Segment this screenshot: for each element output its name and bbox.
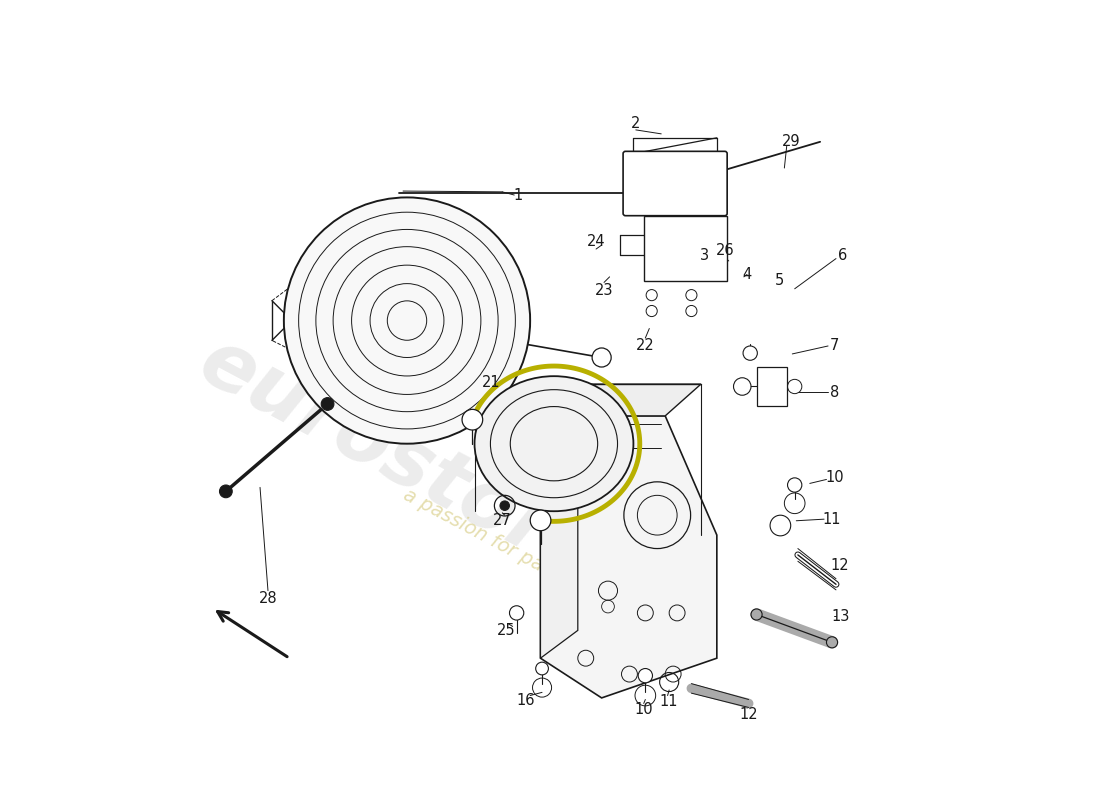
Text: 1: 1 — [514, 187, 522, 202]
Text: 28: 28 — [258, 591, 277, 606]
Text: 21: 21 — [482, 375, 500, 390]
Circle shape — [220, 485, 232, 498]
Circle shape — [284, 198, 530, 444]
Circle shape — [638, 669, 652, 683]
Text: 2: 2 — [631, 116, 640, 131]
Text: 4: 4 — [742, 267, 751, 282]
Text: 10: 10 — [825, 470, 844, 486]
FancyBboxPatch shape — [644, 216, 727, 281]
Polygon shape — [540, 384, 701, 416]
Circle shape — [509, 606, 524, 620]
Circle shape — [788, 379, 802, 394]
Circle shape — [686, 290, 697, 301]
FancyBboxPatch shape — [623, 151, 727, 216]
Ellipse shape — [474, 376, 634, 511]
Text: 11: 11 — [823, 512, 842, 526]
Circle shape — [744, 346, 757, 360]
Polygon shape — [540, 384, 578, 658]
Circle shape — [686, 306, 697, 317]
Circle shape — [321, 398, 334, 410]
Text: 11: 11 — [660, 694, 679, 710]
Text: 12: 12 — [739, 707, 758, 722]
Circle shape — [462, 410, 483, 430]
Text: 23: 23 — [595, 283, 614, 298]
Text: 10: 10 — [635, 702, 653, 717]
Text: 16: 16 — [517, 693, 536, 708]
Circle shape — [646, 306, 658, 317]
Text: 24: 24 — [586, 234, 605, 249]
Text: 29: 29 — [782, 134, 801, 149]
Text: 12: 12 — [830, 558, 849, 573]
Circle shape — [788, 478, 802, 492]
Text: 25: 25 — [497, 623, 516, 638]
Text: 26: 26 — [715, 243, 734, 258]
Polygon shape — [540, 416, 717, 698]
Text: 6: 6 — [838, 248, 847, 263]
Circle shape — [751, 609, 762, 620]
Bar — [757, 367, 786, 406]
Circle shape — [734, 378, 751, 395]
Circle shape — [536, 662, 549, 675]
Text: 8: 8 — [829, 385, 839, 399]
Circle shape — [530, 510, 551, 530]
Text: 13: 13 — [832, 609, 850, 623]
Circle shape — [592, 348, 612, 367]
Circle shape — [646, 290, 658, 301]
Text: 5: 5 — [776, 273, 784, 287]
Circle shape — [500, 501, 509, 510]
Text: 27: 27 — [493, 514, 512, 528]
Text: 22: 22 — [636, 338, 654, 354]
Text: eurostor: eurostor — [186, 322, 565, 574]
Text: 7: 7 — [829, 338, 839, 354]
Text: a passion for parts since 1985: a passion for parts since 1985 — [399, 486, 669, 640]
Text: 3: 3 — [700, 248, 708, 263]
Circle shape — [826, 637, 837, 648]
